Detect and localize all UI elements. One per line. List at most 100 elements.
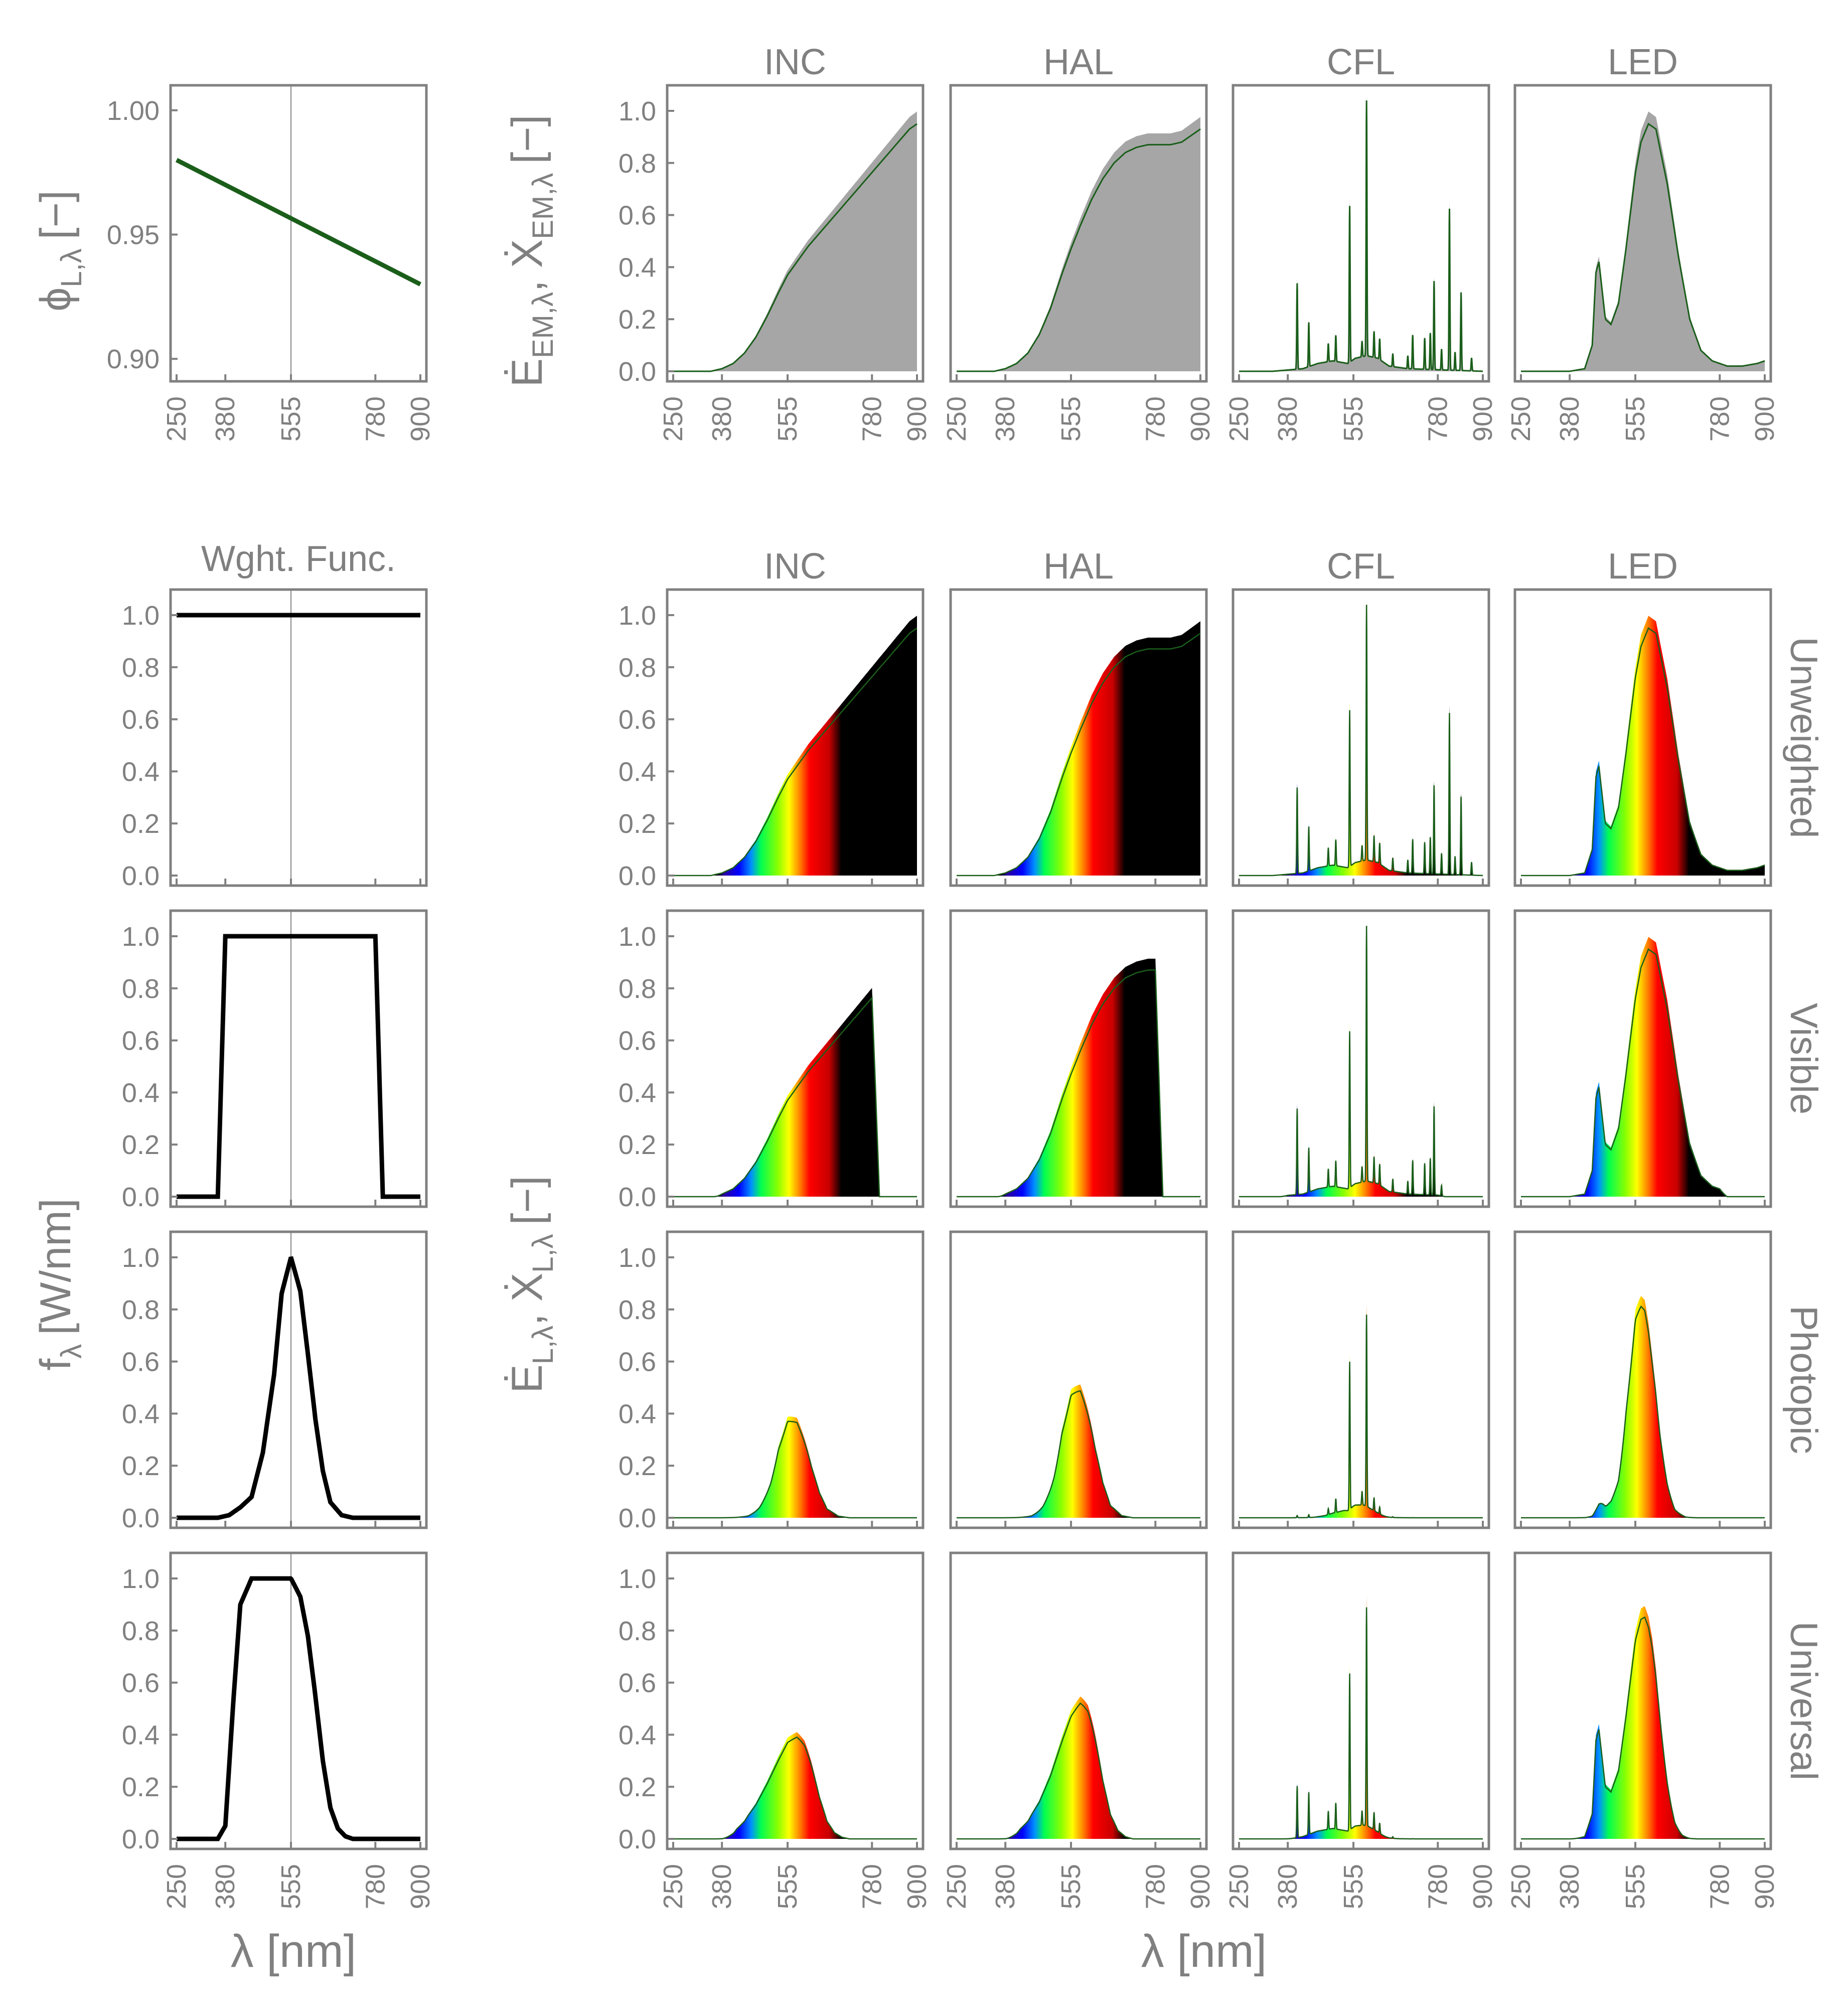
emission-panel-frame-inc	[666, 84, 925, 383]
emission-led-xtick-label: 900	[1750, 396, 1780, 442]
emission-ytick-label: 0.0	[619, 357, 656, 387]
emission-panel-frame-hal	[949, 84, 1208, 383]
weight-panel-frame-photopic	[169, 1230, 428, 1529]
weight-visible-ytick-label: 0.8	[122, 974, 160, 1004]
weight-universal-xtick-label: 900	[405, 1864, 435, 1909]
top-ylabel-mid: , Ẋ	[503, 239, 551, 292]
weighted-area-visible-inc	[673, 988, 917, 1197]
weighted-line-unweighted-cfl	[1239, 605, 1483, 877]
emission-hal-xtick-label: 555	[1056, 396, 1086, 442]
phi-ytick-label: 0.95	[107, 220, 160, 250]
bottom-ylabel-sub1: L,λ	[527, 1326, 559, 1364]
weighted-area-unweighted-cfl	[1239, 615, 1483, 876]
row-label-photopic: Photopic	[1782, 1306, 1825, 1454]
column-title-inc: INC	[764, 42, 826, 82]
weight-panel-frame-unweighted	[169, 588, 428, 887]
weight-unweighted-ytick-label: 0.4	[122, 757, 160, 787]
weighted-universal-hal-xtick-label: 555	[1056, 1864, 1086, 1909]
emission-area-led	[1521, 111, 1765, 372]
weighted-photopic-ytick-label: 0.2	[619, 1451, 656, 1481]
weighted-photopic-ytick-label: 0.4	[619, 1399, 656, 1429]
weight-photopic-ytick-label: 0.8	[122, 1295, 160, 1325]
weighted-universal-ytick-label: 0.8	[619, 1616, 656, 1646]
top-ylabel-unit: [−]	[503, 115, 551, 164]
emission-ytick-label: 0.4	[619, 252, 656, 282]
weighted-panel-frame-visible-hal	[949, 909, 1208, 1208]
weighted-line-visible-hal	[957, 969, 1200, 1198]
weighted-universal-hal-xtick-label: 900	[1185, 1864, 1215, 1909]
weighted-line-photopic-inc	[673, 1420, 917, 1519]
bottom-ylabel-sub2: L,λ	[527, 1234, 559, 1272]
weighted-photopic-ytick-label: 0.8	[619, 1295, 656, 1325]
weight-unweighted-ytick-label: 0.0	[122, 861, 160, 891]
top-ylabel-sub2: EM,λ	[527, 173, 559, 239]
weight-curve-universal	[177, 1576, 420, 1841]
emission-cfl-xtick-label: 900	[1468, 396, 1498, 442]
weighted-universal-led-xtick-label: 250	[1506, 1864, 1536, 1909]
weight-universal-ytick-label: 1.0	[122, 1564, 160, 1594]
weighted-photopic-ytick-label: 0.6	[619, 1347, 656, 1377]
emission-line-hal	[957, 128, 1201, 372]
weighted-line-universal-cfl	[1239, 1607, 1483, 1840]
weighted-universal-led-xtick-label: 900	[1750, 1864, 1780, 1909]
weight-title: Wght. Func.	[201, 539, 396, 579]
weighted-panel-frame-unweighted-hal	[949, 588, 1208, 887]
emission-inc-xtick-label: 250	[658, 396, 688, 442]
column-title-bottom-hal: HAL	[1043, 546, 1114, 587]
phi-xtick-label: 780	[360, 396, 390, 442]
bottom-ylabel-unit: [−]	[503, 1176, 551, 1225]
emission-hal-xtick-label: 780	[1140, 396, 1170, 442]
bottom-ylabel: ĖL,λ, ẊL,λ[−]	[503, 1176, 559, 1393]
column-title-led: LED	[1608, 42, 1678, 82]
emission-panel-frame-cfl	[1232, 84, 1490, 383]
weighted-visible-ytick-label: 0.8	[619, 974, 656, 1004]
weight-universal-ytick-label: 0.8	[122, 1616, 160, 1646]
weight-visible-ytick-label: 0.4	[122, 1078, 160, 1108]
row-label-universal: Universal	[1782, 1622, 1825, 1781]
left-ylabel: fλ [W/nm]	[32, 1198, 88, 1370]
weighted-universal-cfl-xtick-label: 555	[1338, 1864, 1368, 1909]
column-title-bottom-inc: INC	[764, 546, 826, 587]
weighted-line-unweighted-led	[1521, 627, 1765, 877]
emission-ytick-label: 0.2	[619, 305, 656, 335]
row-label-visible: Visible	[1782, 1003, 1825, 1115]
weighted-unweighted-ytick-label: 0.6	[619, 705, 656, 735]
weighted-line-universal-inc	[673, 1736, 917, 1840]
emission-hal-xtick-label: 380	[990, 396, 1020, 442]
weighted-panel-frame-visible-inc	[666, 909, 925, 1208]
weighted-unweighted-ytick-label: 0.4	[619, 757, 656, 787]
top-ylabel-main: Ė	[503, 358, 551, 387]
emission-led-xtick-label: 555	[1620, 396, 1650, 442]
weighted-universal-led-xtick-label: 780	[1705, 1864, 1735, 1909]
weighted-universal-cfl-xtick-label: 900	[1468, 1864, 1498, 1909]
column-title-bottom-led: LED	[1608, 546, 1678, 587]
phi-ylabel-unit: [−]	[32, 190, 80, 239]
emission-cfl-xtick-label: 380	[1273, 396, 1303, 442]
weighted-universal-inc-xtick-label: 250	[658, 1864, 688, 1909]
weight-photopic-ytick-label: 0.6	[122, 1347, 160, 1377]
weighted-universal-ytick-label: 0.2	[619, 1772, 656, 1802]
weighted-universal-hal-xtick-label: 380	[990, 1864, 1020, 1909]
weighted-area-visible-hal	[957, 958, 1200, 1197]
weighted-line-photopic-hal	[957, 1390, 1200, 1519]
weighted-area-visible-cfl	[1239, 936, 1483, 1197]
column-title-bottom-cfl: CFL	[1327, 546, 1395, 587]
weight-universal-xtick-label: 780	[360, 1864, 390, 1909]
weighted-panel-frame-visible-led	[1513, 909, 1772, 1208]
weighted-line-visible-led	[1521, 948, 1765, 1198]
weighted-panel-frame-visible-cfl	[1232, 909, 1490, 1208]
emission-ytick-label: 1.0	[619, 96, 656, 126]
weighted-area-photopic-led	[1521, 1295, 1765, 1518]
weighted-panel-frame-photopic-inc	[666, 1230, 925, 1529]
emission-line-inc	[673, 123, 917, 372]
emission-hal-xtick-label: 900	[1185, 396, 1215, 442]
weighted-line-unweighted-hal	[957, 633, 1201, 877]
weight-photopic-ytick-label: 0.0	[122, 1503, 160, 1533]
weighted-panel-frame-photopic-hal	[949, 1230, 1208, 1529]
emission-cfl-xtick-label: 250	[1224, 396, 1254, 442]
weighted-unweighted-ytick-label: 0.8	[619, 653, 656, 683]
weighted-area-unweighted-led	[1521, 616, 1765, 876]
panels-group: 0.90 0.95 1.00 250 380 555 780 900 INC 0.0 0.2 0.4 0…	[107, 42, 1825, 1909]
weighted-panel-frame-universal-inc	[666, 1551, 925, 1850]
